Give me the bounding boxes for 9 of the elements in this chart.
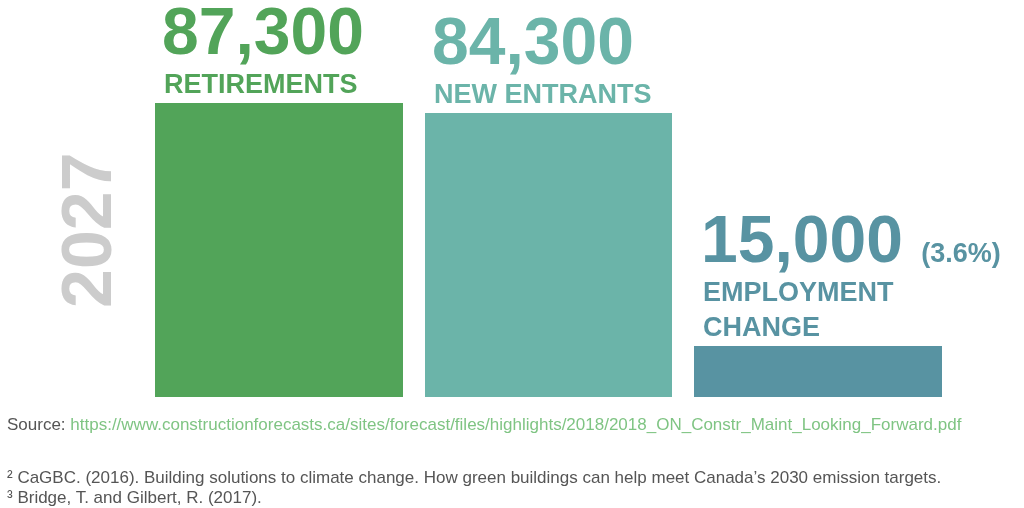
- text: ² CaGBC. (2016). Building solutions to climate change. How green buildings can help meet Canada’s 2030 emission targets.: [7, 468, 942, 487]
- source-note: Source: https://www.constructionforecasts.ca/sites/forecast/files/highlights/2018/2018_ON_Constr_Maint_Looking_Forward.pdf: [7, 415, 962, 434]
- data-label: 87,300: [162, 0, 364, 68]
- x-tick-label: EMPLOYMENT CHANGE: [703, 277, 895, 343]
- x-tick-label: RETIREMENTS: [164, 69, 358, 99]
- x-tick-label: NEW ENTRANTS: [434, 79, 652, 109]
- data-label: 15,000 (3.6%): [701, 202, 1001, 276]
- data-label: 84,300: [432, 4, 634, 78]
- text: ³ Bridge, T. and Gilbert, R. (2017).: [7, 488, 262, 507]
